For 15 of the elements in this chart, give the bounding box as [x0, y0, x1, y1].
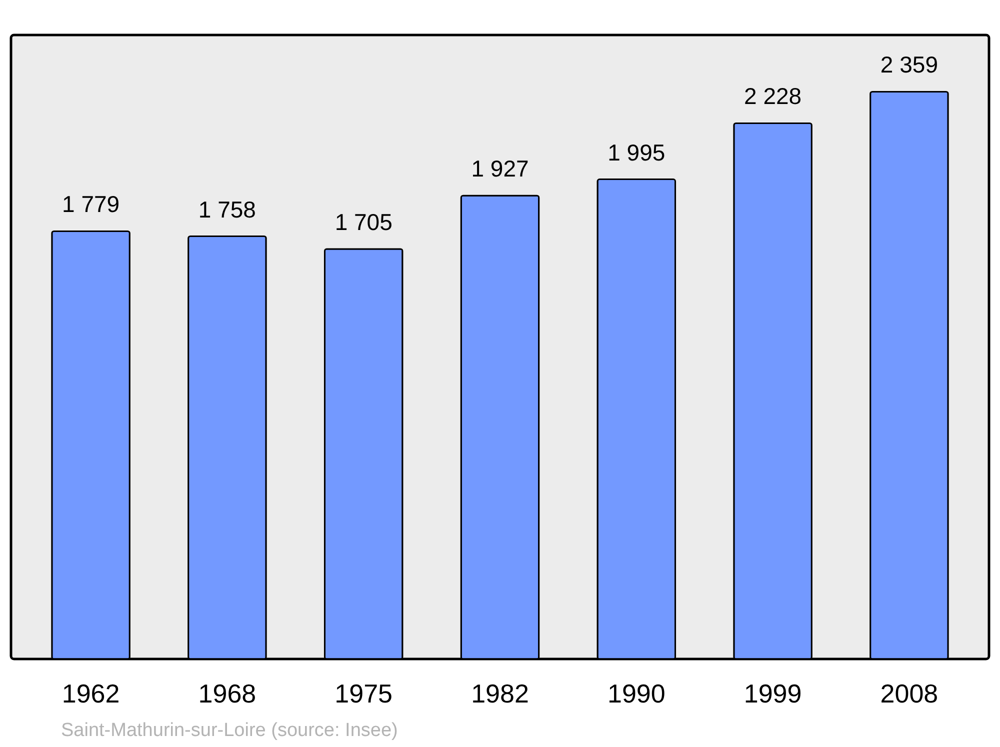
data-label: 1 758 — [198, 196, 256, 222]
data-label: 1 705 — [334, 208, 392, 235]
data-label: 2 359 — [880, 52, 938, 78]
data-label: 2 228 — [744, 83, 802, 110]
x-tick-label: 1982 — [471, 678, 529, 708]
x-tick-label: 1975 — [334, 678, 393, 708]
data-label: 1 927 — [471, 156, 529, 182]
data-label: 1 995 — [608, 139, 666, 166]
x-tick-label: 1999 — [744, 678, 802, 708]
x-tick-label: 1968 — [198, 678, 256, 708]
x-tick-label: 1962 — [62, 678, 120, 708]
x-tick-label: 1990 — [607, 678, 666, 708]
x-tick-label: 2008 — [880, 678, 938, 708]
text: Saint-Mathurin-sur-Loire (source: Insee) — [61, 720, 398, 741]
data-label: 1 779 — [62, 191, 120, 218]
